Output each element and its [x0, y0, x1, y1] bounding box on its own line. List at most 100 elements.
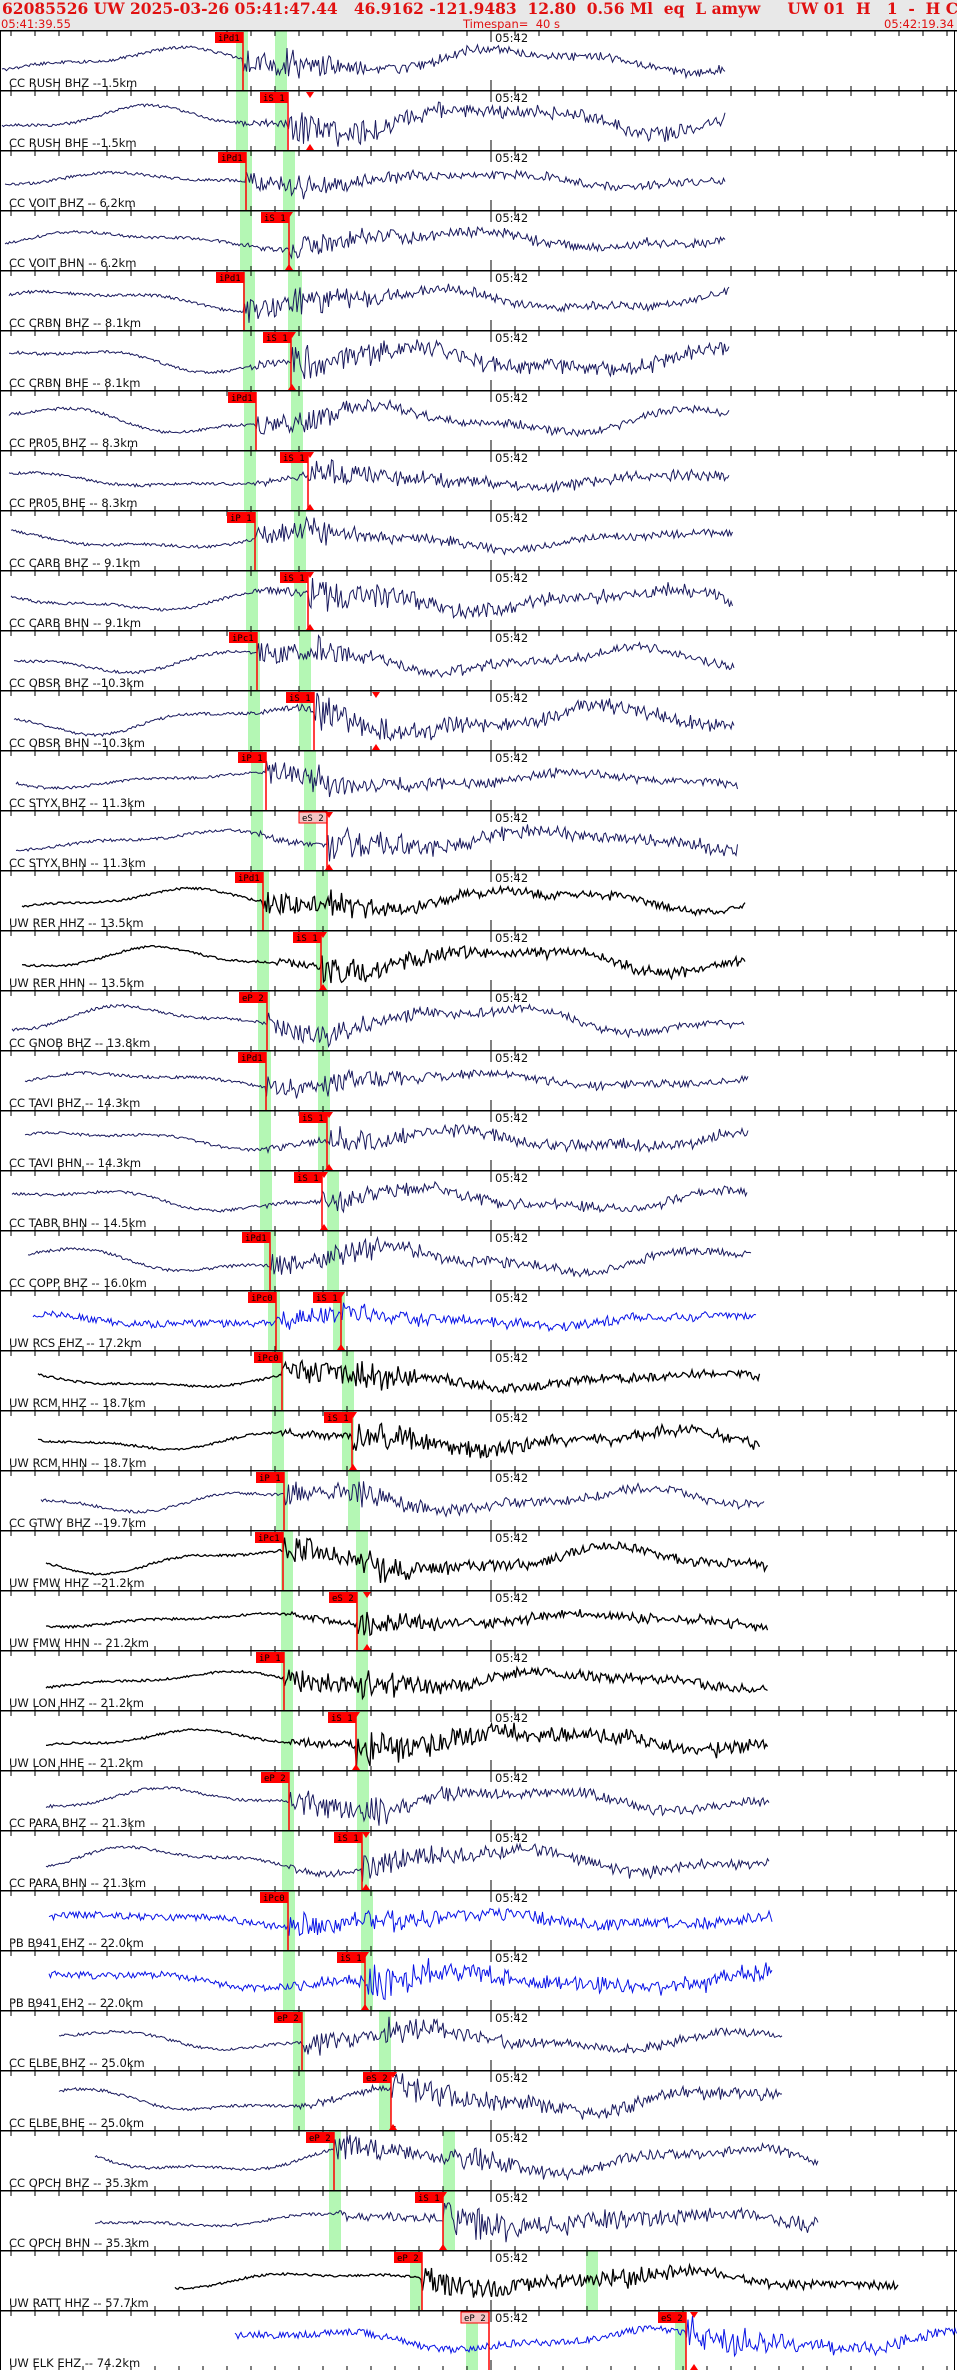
- trace-row[interactable]: 05:42 CC VOIT BHZ -- 6.2km iPd1: [0, 150, 957, 210]
- trace-row[interactable]: 05:42 CC PARA BHZ -- 21.3km eP 2: [0, 1770, 957, 1830]
- minute-label: 05:42: [495, 1951, 528, 1965]
- trace-row[interactable]: 05:42 UW RCS EHZ -- 17.2km iPc0 iS 1: [0, 1290, 957, 1350]
- pick-flag[interactable]: [658, 2312, 686, 2323]
- trace-row[interactable]: 05:42 CC ELBE BHE -- 25.0km eS 2: [0, 2070, 957, 2130]
- pick-flag[interactable]: [299, 1112, 327, 1123]
- amplitude-marker-bottom: [325, 1164, 333, 1170]
- pick-flag[interactable]: [256, 1472, 284, 1483]
- pick-flag[interactable]: [254, 1352, 282, 1363]
- pick-flag[interactable]: [238, 1052, 266, 1063]
- trace-row[interactable]: 05:42 CC STYX BHN -- 11.3km eS 2: [0, 810, 957, 870]
- minute-label: 05:42: [495, 211, 528, 225]
- trace-row[interactable]: 05:42 PB B941 EH2 -- 22.0km iS 1: [0, 1950, 957, 2010]
- trace-row[interactable]: 05:42 CC PR05 BHE -- 8.3km iS 1: [0, 450, 957, 510]
- trace-row[interactable]: 05:42 CC COPP BHZ -- 16.0km iPd1: [0, 1230, 957, 1290]
- trace-row[interactable]: 05:42 CC RUSH BHZ --1.5km iPd1: [0, 30, 957, 90]
- pick-flag[interactable]: [324, 1412, 352, 1423]
- pick-flag[interactable]: [228, 392, 256, 403]
- pick-flag[interactable]: [235, 872, 263, 883]
- s-window: [348, 1470, 360, 1530]
- pick-flag[interactable]: [260, 1892, 288, 1903]
- pick-flag[interactable]: [229, 632, 257, 643]
- waveform: [94, 2202, 819, 2243]
- waveform: [40, 1481, 765, 1518]
- pick-flag[interactable]: [328, 1712, 356, 1723]
- pick-flag[interactable]: [261, 212, 289, 223]
- pick-flag[interactable]: [238, 752, 266, 763]
- pick-flag[interactable]: [280, 572, 308, 583]
- pick-flag[interactable]: [334, 1832, 362, 1843]
- trace-row[interactable]: 05:42 UW RER HHZ -- 13.5km iPd1: [0, 870, 957, 930]
- pick-flag[interactable]: [215, 32, 243, 43]
- trace-row[interactable]: 05:42 UW RCM HHZ -- 18.7km iPc0: [0, 1350, 957, 1410]
- pick-flag[interactable]: [286, 692, 314, 703]
- station-label: PB B941 EHZ -- 22.0km: [9, 1936, 144, 1950]
- pick-flag[interactable]: [280, 452, 308, 463]
- pick-flag[interactable]: [415, 2192, 443, 2203]
- trace-row[interactable]: 05:42 CC GTWY BHZ --19.7km iP 1: [0, 1470, 957, 1530]
- trace-row[interactable]: 05:42 CC TABR BHN -- 14.5km iS 1: [0, 1170, 957, 1230]
- pick-label: iPd1: [238, 874, 260, 884]
- trace-row[interactable]: 05:42 CC CARB BHZ -- 9.1km iP 1: [0, 510, 957, 570]
- event-summary-line: 62085526 UW 2025-03-26 05:41:47.44 46.91…: [2, 0, 957, 18]
- p-window: [244, 450, 256, 510]
- station-label: CC STYX BHZ -- 11.3km: [9, 796, 145, 810]
- waveform: [45, 1842, 770, 1882]
- p-window: [257, 930, 269, 990]
- trace-row[interactable]: 05:42 UW FMW HHN -- 21.2km eS 2: [0, 1590, 957, 1650]
- pick-flag[interactable]: [294, 1172, 322, 1183]
- trace-row[interactable]: 05:42 CC OBSR BHZ --10.3km iPc1: [0, 630, 957, 690]
- trace-row[interactable]: 05:42 UW LON HHE -- 21.2km iS 1: [0, 1710, 957, 1770]
- trace-row[interactable]: 05:42 UW FMW HHZ --21.2km iPc1: [0, 1530, 957, 1590]
- trace-row[interactable]: 05:42 CC TAVI BHZ -- 14.3km iPd1: [0, 1050, 957, 1110]
- trace-row[interactable]: 05:42 CC VOIT BHN -- 6.2km iS 1: [0, 210, 957, 270]
- pick-flag[interactable]: [248, 1292, 276, 1303]
- amplitude-marker-top: [319, 932, 327, 938]
- pick-flag[interactable]: [256, 1652, 284, 1663]
- trace-row[interactable]: 05:42 UW RCM HHN -- 18.7km iS 1: [0, 1410, 957, 1470]
- pick-flag[interactable]: [255, 1532, 283, 1543]
- trace-row[interactable]: 05:42 UW RATT HHZ -- 57.7km eP 2: [0, 2250, 957, 2310]
- pick-flag[interactable]: [239, 992, 267, 1003]
- pick-flag[interactable]: [329, 1592, 357, 1603]
- trace-row[interactable]: 05:42 CC CARB BHN -- 9.1km iS 1: [0, 570, 957, 630]
- pick-flag[interactable]: [337, 1952, 365, 1963]
- trace-row[interactable]: 05:42 CC CRBN BHZ -- 8.1km iPd1: [0, 270, 957, 330]
- pick-flag[interactable]: [218, 152, 246, 163]
- pick-label: iS 1: [316, 1294, 338, 1304]
- pick-label: iP 1: [259, 1474, 281, 1484]
- trace-row[interactable]: 05:42 CC STYX BHZ -- 11.3km iP 1: [0, 750, 957, 810]
- trace-row[interactable]: 05:42 UW LON HHZ -- 21.2km iP 1: [0, 1650, 957, 1710]
- trace-row[interactable]: 05:42 CC OPCH BHN -- 35.3km iS 1: [0, 2190, 957, 2250]
- trace-row[interactable]: 05:42 UW ELK EHZ -- 74.2km eP 2 eS 2: [0, 2310, 957, 2370]
- trace-row[interactable]: 05:42 CC RUSH BHE --1.5km iS 1: [0, 90, 957, 150]
- trace-row[interactable]: 05:42 CC OPCH BHZ -- 35.3km eP 2: [0, 2130, 957, 2190]
- pick-flag[interactable]: [394, 2252, 422, 2263]
- trace-row[interactable]: 05:42 CC PR05 BHZ -- 8.3km iPd1: [0, 390, 957, 450]
- s-window: [361, 1890, 373, 1950]
- pick-flag[interactable]: [263, 332, 291, 343]
- trace-row[interactable]: 05:42 CC GNOB BHZ -- 13.8km eP 2: [0, 990, 957, 1050]
- s-window: [379, 2070, 391, 2130]
- trace-row[interactable]: 05:42 CC ELBE BHZ -- 25.0km eP 2: [0, 2010, 957, 2070]
- trace-row[interactable]: 05:42 CC OBSR BHN --10.3km iS 1: [0, 690, 957, 750]
- pick-flag[interactable]: [261, 1772, 289, 1783]
- waveform: [234, 2315, 957, 2358]
- pick-flag[interactable]: [260, 92, 288, 103]
- pick-flag[interactable]: [227, 512, 255, 523]
- trace-row[interactable]: 05:42 CC CRBN BHE -- 8.1km iS 1: [0, 330, 957, 390]
- pick-flag[interactable]: [306, 2132, 334, 2143]
- pick-flag[interactable]: [313, 1292, 341, 1303]
- pick-flag[interactable]: [293, 932, 321, 943]
- waveform: [1, 101, 726, 147]
- trace-row[interactable]: 05:42 CC TAVI BHN -- 14.3km iS 1: [0, 1110, 957, 1170]
- trace-row[interactable]: 05:42 CC PARA BHN -- 21.3km iS 1: [0, 1830, 957, 1890]
- s-window: [333, 1290, 345, 1350]
- pick-flag[interactable]: [242, 1232, 270, 1243]
- pick-flag[interactable]: [216, 272, 244, 283]
- minute-label: 05:42: [495, 2071, 528, 2085]
- pick-flag[interactable]: [274, 2012, 302, 2023]
- pick-flag[interactable]: [363, 2072, 391, 2083]
- trace-row[interactable]: 05:42 PB B941 EHZ -- 22.0km iPc0: [0, 1890, 957, 1950]
- trace-row[interactable]: 05:42 UW RER HHN -- 13.5km iS 1: [0, 930, 957, 990]
